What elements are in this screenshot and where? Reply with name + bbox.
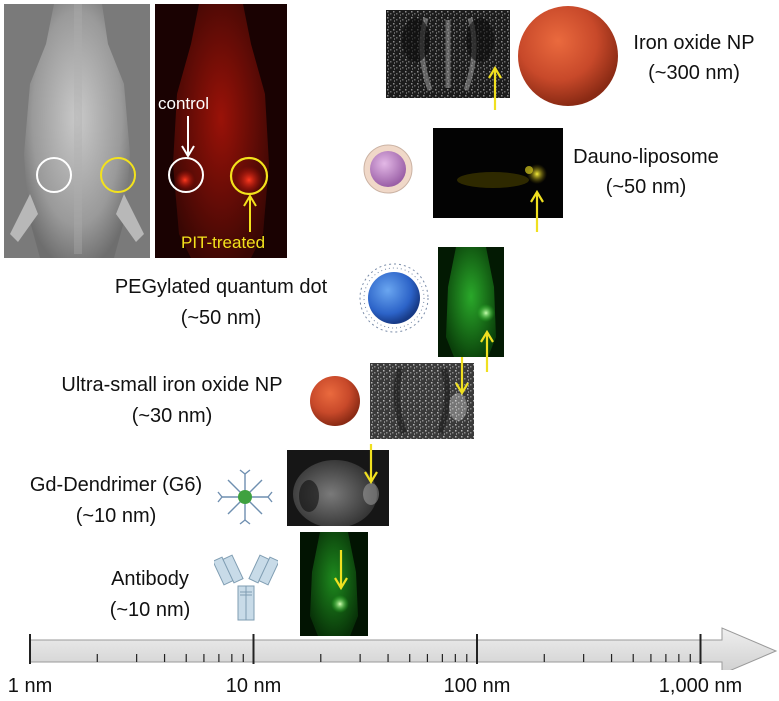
liposome-icon	[363, 144, 413, 194]
qdot-name: PEGylated quantum dot	[114, 276, 328, 298]
dauno-fluorescence-image	[433, 128, 563, 218]
usio-size: (~30 nm)	[131, 405, 213, 427]
control-label: control	[158, 94, 210, 113]
control-arrow	[181, 116, 195, 158]
treated-ring-xray	[100, 157, 136, 193]
size-axis-arrow	[29, 627, 778, 670]
xray-image	[4, 4, 150, 258]
qdot-fluorescence-image	[438, 247, 504, 357]
usio-arrow	[455, 357, 469, 396]
antibody-name: Antibody	[111, 568, 189, 590]
dendrimer-name: Gd-Dendrimer (G6)	[29, 474, 203, 496]
dauno-name: Dauno-liposome	[573, 146, 719, 168]
dendrimer-icon	[217, 469, 273, 525]
small-red-sphere-icon	[310, 376, 360, 426]
axis-tick-label: 10 nm	[225, 675, 282, 697]
dauno-arrow	[530, 190, 544, 232]
dendrimer-size: (~10 nm)	[75, 505, 157, 527]
antibody-fluorescence-image	[300, 532, 368, 636]
antibody-icon	[214, 554, 278, 621]
usio-name: Ultra-small iron oxide NP	[61, 374, 283, 396]
treated-arrow	[243, 194, 257, 232]
usio-mri-image	[370, 363, 474, 439]
iron-oxide-size: (~300 nm)	[648, 62, 740, 84]
antibody-size: (~10 nm)	[109, 599, 191, 621]
antibody-arrow	[334, 550, 348, 591]
control-ring-xray	[36, 157, 72, 193]
dendrimer-arrow	[364, 444, 378, 485]
red-fluorescence-image	[155, 4, 287, 258]
iron-oxide-mri-image	[386, 10, 510, 98]
qdot-arrow	[480, 330, 494, 372]
axis-tick-label: 1,000 nm	[658, 675, 743, 697]
iron-oxide-arrow	[488, 66, 502, 110]
large-red-sphere-icon	[518, 6, 618, 106]
qdot-size: (~50 nm)	[180, 307, 262, 329]
control-ring-fluor	[168, 157, 204, 193]
quantum-dot-icon	[359, 263, 429, 333]
pit-treated-label: PIT-treated	[181, 233, 266, 252]
iron-oxide-name: Iron oxide NP	[633, 32, 755, 54]
axis-tick-label: 1 nm	[7, 675, 53, 697]
treated-ring-fluor	[229, 156, 269, 196]
axis-tick-label: 100 nm	[443, 675, 511, 697]
dauno-size: (~50 nm)	[605, 176, 687, 198]
